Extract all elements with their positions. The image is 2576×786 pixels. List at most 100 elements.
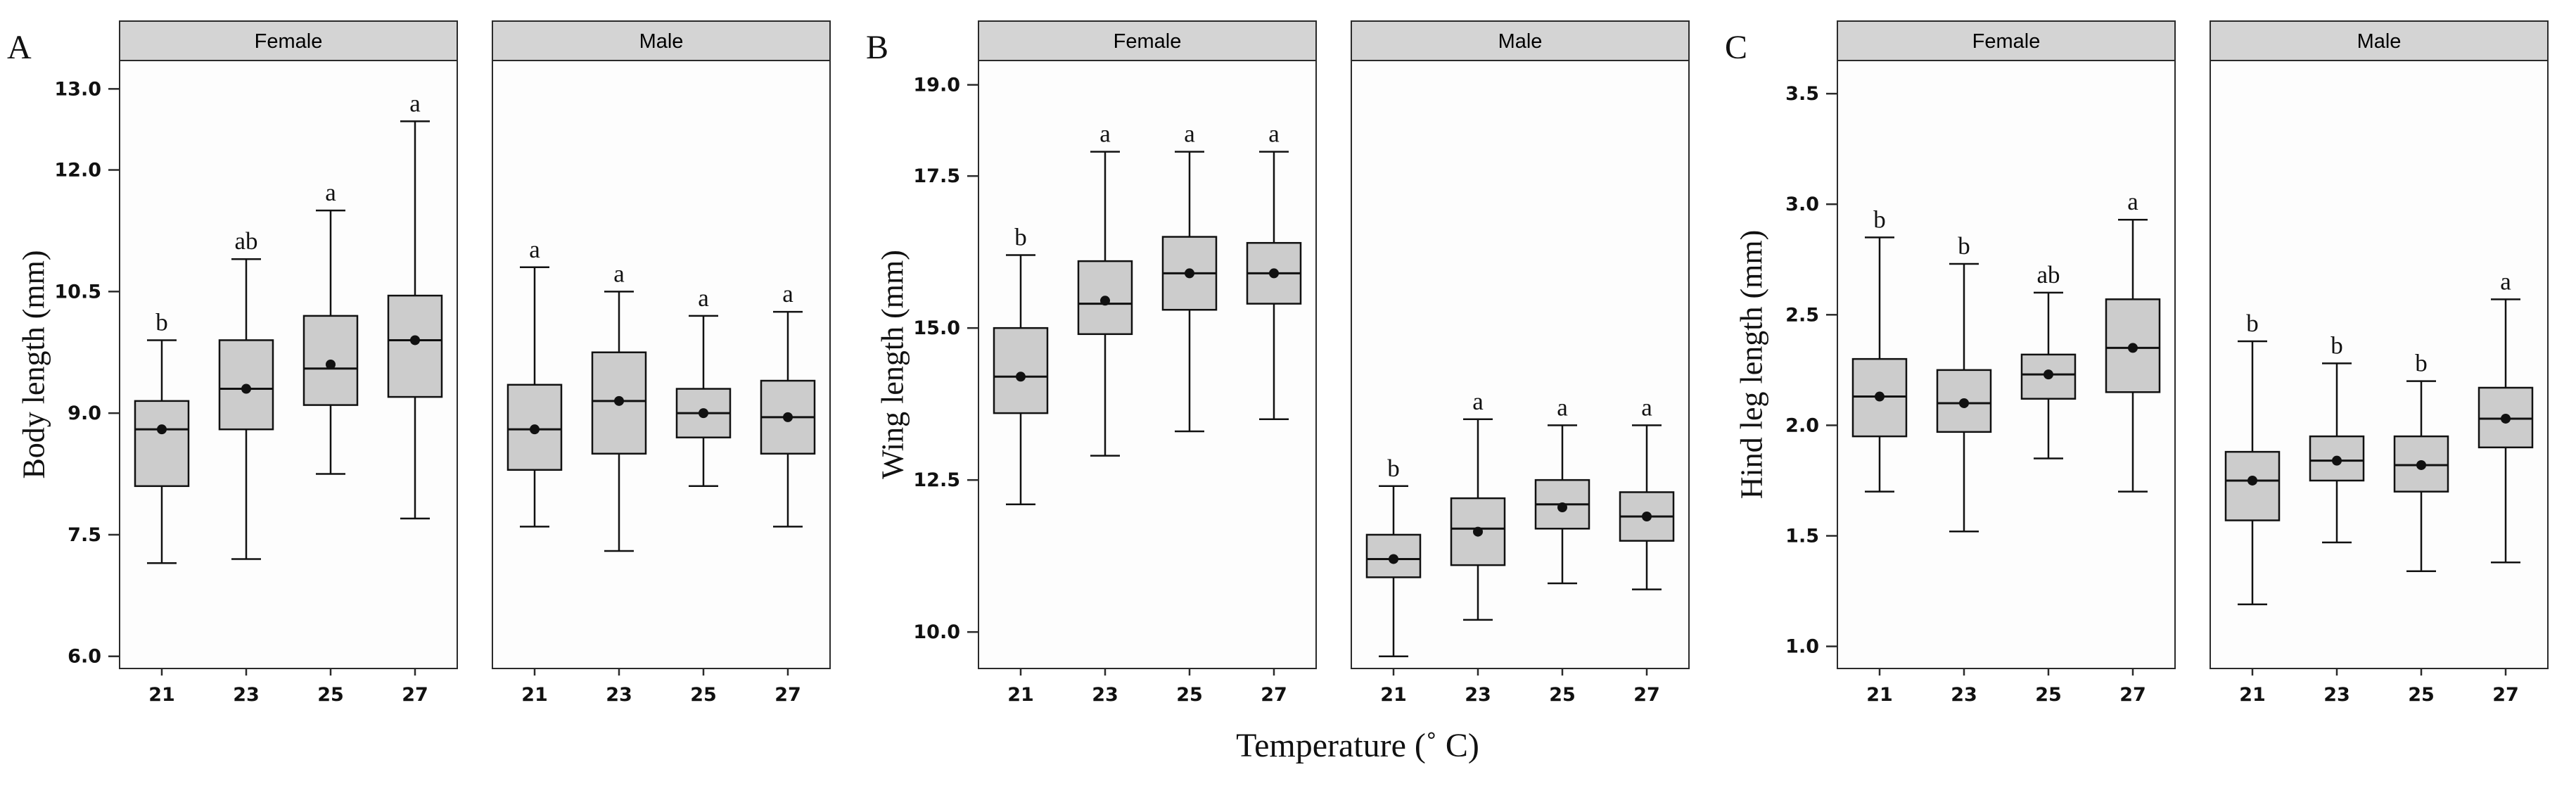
iqr-box — [134, 400, 190, 488]
boxplot-male-21: a 21 — [506, 236, 563, 706]
facet-strip-label: Male — [639, 30, 684, 53]
y-tick-label: 12.0 — [54, 160, 101, 182]
significance-letter: a — [1557, 393, 1568, 421]
panel-letter-c: C — [1725, 29, 1748, 66]
significance-letter: a — [1184, 120, 1195, 148]
x-tick-label: 21 — [521, 684, 548, 706]
panel-letter-b: B — [866, 29, 889, 66]
significance-letter: a — [529, 236, 540, 263]
boxplot-male-23: a 23 — [1450, 388, 1506, 706]
boxplot-female-27: a 27 — [1246, 120, 1302, 706]
significance-letter: ab — [2036, 261, 2060, 289]
mean-dot — [1557, 502, 1567, 513]
boxplot-female-25: a 25 — [302, 179, 359, 706]
mean-dot — [326, 360, 336, 369]
y-tick-label: 15.0 — [913, 317, 960, 339]
mean-dot — [1642, 512, 1652, 521]
x-tick-label: 23 — [233, 684, 260, 706]
mean-dot — [1016, 372, 1026, 382]
boxplot-male-25: a 25 — [1534, 393, 1590, 706]
significance-letter: b — [2415, 350, 2428, 377]
x-tick-label: 25 — [1176, 684, 1203, 706]
x-tick-label: 27 — [1633, 684, 1660, 706]
significance-letter: a — [698, 284, 709, 312]
mean-dot — [2332, 455, 2342, 466]
panel-svg-A: 6.0 7.5 9.0 10.5 12.0 13.0 Female b 21 ab 23 a 25 a 27… — [54, 20, 831, 706]
x-tick-label: 23 — [606, 684, 632, 706]
boxplot-male-23: b 23 — [2309, 331, 2365, 706]
x-tick-label: 27 — [1261, 684, 1287, 706]
significance-letter: a — [1641, 393, 1652, 421]
significance-letter: a — [1472, 388, 1484, 415]
x-tick-label: 25 — [317, 684, 344, 706]
facet-plot-area — [492, 60, 831, 669]
x-tick-label: 21 — [2239, 684, 2266, 706]
facet-strip-male — [492, 20, 831, 61]
x-tick-label: 27 — [2492, 684, 2519, 706]
boxplot-male-23: a 23 — [591, 260, 647, 706]
boxplot-female-23: ab 23 — [218, 227, 274, 706]
x-tick-label: 21 — [1866, 684, 1893, 706]
mean-dot — [1875, 391, 1885, 402]
mean-dot — [2043, 369, 2053, 380]
significance-letter: ab — [234, 227, 257, 255]
boxplot-male-27: a 27 — [2478, 267, 2534, 706]
facet-strip-label: Female — [255, 30, 323, 53]
facet-strip-label: Male — [2357, 30, 2402, 53]
y-tick-label: 13.0 — [54, 78, 101, 100]
facet-strip-male — [1351, 20, 1690, 61]
x-tick-label: 23 — [1951, 684, 1977, 706]
x-tick-label: 27 — [774, 684, 801, 706]
panel-svg-C: 1.01.52.02.53.03.5Femaleb21b23ab25a27Mal… — [1785, 20, 2549, 706]
mean-dot — [241, 384, 251, 394]
boxplot-female-21: b 21 — [993, 223, 1049, 706]
significance-letter: a — [409, 89, 421, 117]
boxplot-male-27: a 27 — [1619, 393, 1675, 706]
y-tick-label: 2.0 — [1785, 414, 1819, 436]
boxplot-male-25: b 25 — [2393, 350, 2449, 706]
boxplot-female-25: a 25 — [1161, 120, 1218, 706]
mean-dot — [783, 412, 793, 422]
iqr-box — [302, 315, 359, 406]
y-tick-label: 10.0 — [913, 621, 960, 643]
significance-letter: b — [1014, 223, 1027, 251]
x-tick-label: 27 — [402, 684, 428, 706]
iqr-box — [2224, 450, 2281, 521]
x-tick-label: 27 — [2119, 684, 2146, 706]
y-tick-label: 1.0 — [1785, 636, 1819, 658]
mean-dot — [1959, 398, 1969, 408]
significance-letter: a — [1268, 120, 1280, 148]
x-tick-label: 25 — [2035, 684, 2062, 706]
boxplot-female-21: b 21 — [134, 308, 190, 706]
facet-strip-label: Female — [1114, 30, 1182, 53]
mean-dot — [614, 395, 624, 406]
facet-strip-female — [119, 20, 458, 61]
boxplot-female-23: a 23 — [1077, 120, 1133, 706]
mean-dot — [1185, 268, 1194, 279]
x-axis-label-temperature: Temperature (˚ C) — [1236, 727, 1479, 764]
plot-area-c: 1.0 1.5 2.0 2.5 3.0 3.5 Female b 21 b 23 ab 25 a 27 Mal… — [1718, 0, 2576, 746]
boxplot-female-27: a 27 — [387, 89, 443, 706]
x-tick-label: 25 — [690, 684, 717, 706]
x-tick-label: 23 — [2323, 684, 2350, 706]
mean-dot — [530, 424, 540, 435]
y-tick-label: 2.5 — [1785, 304, 1819, 326]
significance-letter: b — [2330, 331, 2343, 359]
panel-a: A Body length (mm) 6.0 7.5 9.0 10.5 12.0 13.0… — [0, 0, 858, 746]
facet-strip-label: Male — [1498, 30, 1543, 53]
mean-dot — [1100, 296, 1110, 306]
facet-strip-male — [2210, 20, 2549, 61]
x-tick-label: 25 — [1549, 684, 1576, 706]
significance-letter: a — [2127, 188, 2138, 215]
x-tick-label: 21 — [1380, 684, 1407, 706]
mean-dot — [1473, 526, 1483, 537]
y-tick-label: 6.0 — [68, 646, 101, 668]
y-tick-label: 17.5 — [913, 165, 960, 187]
facet-strip-female — [978, 20, 1317, 61]
significance-letter: a — [613, 260, 625, 287]
x-tick-label: 21 — [148, 684, 175, 706]
y-tick-label: 3.0 — [1785, 194, 1819, 215]
mean-dot — [2416, 459, 2426, 470]
significance-letter: a — [2500, 267, 2511, 295]
panel-letter-a: A — [7, 29, 32, 66]
